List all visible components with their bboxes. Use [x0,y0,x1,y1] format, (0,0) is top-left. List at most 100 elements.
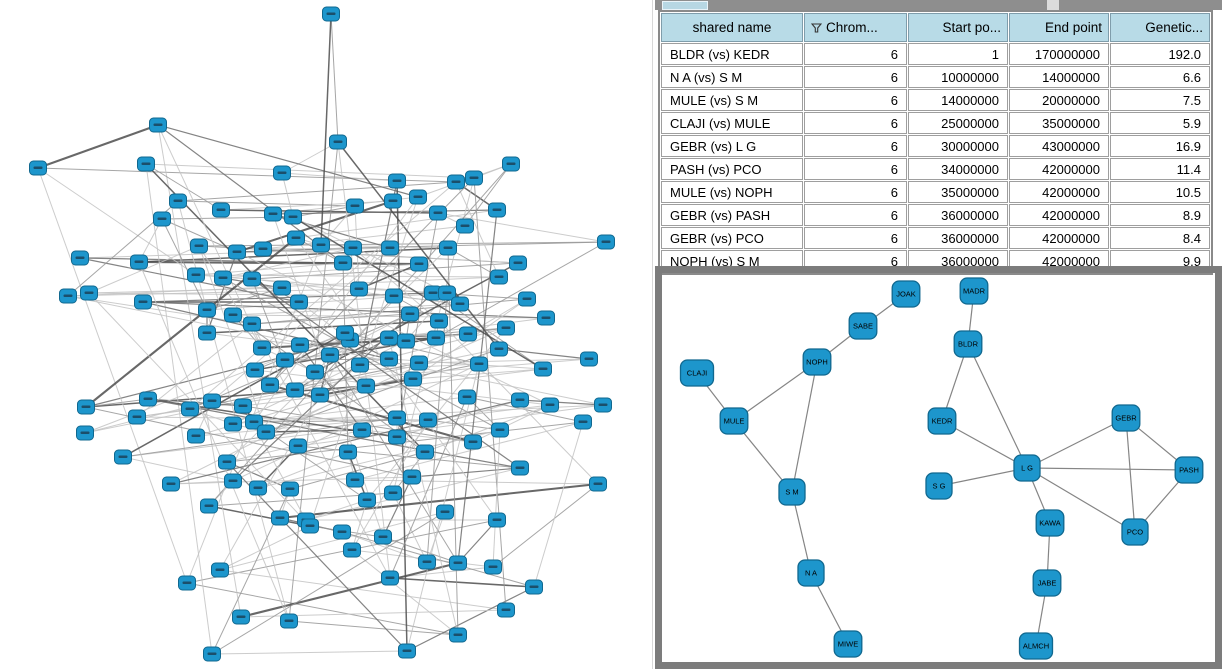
network-node[interactable] [927,407,957,435]
table-cell[interactable]: 6 [804,43,907,65]
table-cell[interactable]: 34000000 [908,158,1008,180]
network-node[interactable] [1121,518,1149,546]
network-node[interactable] [1018,632,1054,660]
subnetwork-view[interactable]: JOAK SABE NOPH CLAJI MULE S M N A MIWE MADR BLDR K… [655,266,1222,669]
network-node[interactable] [1174,456,1204,484]
table-row[interactable]: PASH (vs) PCO 6 34000000 42000000 11.4 [661,158,1210,180]
graph-node-label [277,286,287,289]
table-cell[interactable]: 35000000 [1009,112,1109,134]
network-node[interactable] [891,280,921,308]
table-cell[interactable]: 35000000 [908,181,1008,203]
network-node[interactable] [797,559,825,587]
network-node[interactable] [1013,454,1041,482]
table-cell[interactable]: N A (vs) S M [661,66,803,88]
table-cell[interactable]: 42000000 [1009,227,1109,249]
table-cell[interactable]: 10000000 [908,66,1008,88]
table-cell[interactable]: 14000000 [1009,66,1109,88]
table-cell[interactable]: 43000000 [1009,135,1109,157]
table-row[interactable]: N A (vs) S M 6 10000000 14000000 6.6 [661,66,1210,88]
table-cell[interactable]: 192.0 [1110,43,1210,65]
table-cell[interactable]: PASH (vs) PCO [661,158,803,180]
scrollbar-thumb[interactable] [662,1,708,10]
network-node[interactable] [1035,509,1065,537]
table-cell[interactable]: 36000000 [908,204,1008,226]
network-node[interactable] [925,472,953,500]
network-edge[interactable] [1026,467,1190,471]
table-cell[interactable]: 6 [804,227,907,249]
table-cell[interactable]: 6 [804,204,907,226]
column-header[interactable]: Genetic... [1110,13,1210,42]
table-cell[interactable]: 170000000 [1009,43,1109,65]
table-cell[interactable]: 6 [804,135,907,157]
table-row[interactable]: BLDR (vs) KEDR 6 1 170000000 192.0 [661,43,1210,65]
table-cell[interactable]: 20000000 [1009,89,1109,111]
network-edge[interactable] [733,361,818,422]
column-header[interactable]: Chrom... [804,13,907,42]
table-cell[interactable]: 36000000 [908,227,1008,249]
table-cell[interactable]: GEBR (vs) L G [661,135,803,157]
graph-node-label [428,291,438,294]
network-node[interactable] [848,312,878,340]
column-header[interactable]: shared name [661,13,803,42]
table-cell[interactable]: 10.5 [1110,181,1210,203]
table-cell[interactable]: 11.4 [1110,158,1210,180]
graph-edge [177,181,457,202]
table-cell[interactable]: 8.9 [1110,204,1210,226]
table-cell[interactable]: 42000000 [1009,158,1109,180]
table-cell[interactable]: 42000000 [1009,204,1109,226]
table-cell[interactable]: 30000000 [908,135,1008,157]
table-cell[interactable]: 16.9 [1110,135,1210,157]
table-cell[interactable]: 5.9 [1110,112,1210,134]
network-node[interactable] [959,277,989,305]
network-edge[interactable] [1125,417,1136,533]
graph-edge [354,479,599,485]
network-node[interactable] [1032,569,1062,597]
column-header[interactable]: End point [1009,13,1109,42]
table-cell[interactable]: MULE (vs) S M [661,89,803,111]
table-cell[interactable]: GEBR (vs) PCO [661,227,803,249]
graph-edge [232,314,547,319]
graph-node-label [294,300,304,303]
table-cell[interactable]: 1 [908,43,1008,65]
network-edge[interactable] [791,361,818,493]
filter-funnel-icon[interactable] [811,22,822,33]
table-row[interactable]: GEBR (vs) PASH 6 36000000 42000000 8.9 [661,204,1210,226]
graph-node-label [506,162,516,165]
network-node[interactable] [833,630,863,658]
table-cell[interactable]: 25000000 [908,112,1008,134]
table-cell[interactable]: MULE (vs) NOPH [661,181,803,203]
table-cell[interactable]: 6 [804,66,907,88]
network-edge[interactable] [938,467,1028,487]
table-cell[interactable]: 42000000 [1009,181,1109,203]
table-cell[interactable]: GEBR (vs) PASH [661,204,803,226]
network-node[interactable] [719,407,749,435]
graph-edge [412,368,544,380]
network-edge[interactable] [1026,467,1136,533]
table-cell[interactable]: CLAJI (vs) MULE [661,112,803,134]
overview-network-view[interactable] [0,0,655,669]
graph-node-label [495,428,505,431]
column-header[interactable]: Start po... [908,13,1008,42]
table-row[interactable]: GEBR (vs) PCO 6 36000000 42000000 8.4 [661,227,1210,249]
table-cell[interactable]: 14000000 [908,89,1008,111]
network-edge[interactable] [967,343,1028,469]
table-scrollbar-track[interactable] [1216,10,1222,263]
network-node[interactable] [679,359,715,387]
table-row[interactable]: CLAJI (vs) MULE 6 25000000 35000000 5.9 [661,112,1210,134]
table-cell[interactable]: 8.4 [1110,227,1210,249]
table-cell[interactable]: 6.6 [1110,66,1210,88]
network-node[interactable] [1111,404,1141,432]
table-cell[interactable]: 6 [804,89,907,111]
table-cell[interactable]: 6 [804,158,907,180]
table-cell[interactable]: 7.5 [1110,89,1210,111]
table-cell[interactable]: BLDR (vs) KEDR [661,43,803,65]
table-row[interactable]: MULE (vs) S M 6 14000000 20000000 7.5 [661,89,1210,111]
network-node[interactable] [802,348,832,376]
table-row[interactable]: MULE (vs) NOPH 6 35000000 42000000 10.5 [661,181,1210,203]
table-cell[interactable]: 6 [804,181,907,203]
table-cell[interactable]: 6 [804,112,907,134]
network-edge[interactable] [1026,417,1127,469]
network-node[interactable] [953,330,983,358]
table-row[interactable]: GEBR (vs) L G 6 30000000 43000000 16.9 [661,135,1210,157]
network-node[interactable] [778,478,806,506]
